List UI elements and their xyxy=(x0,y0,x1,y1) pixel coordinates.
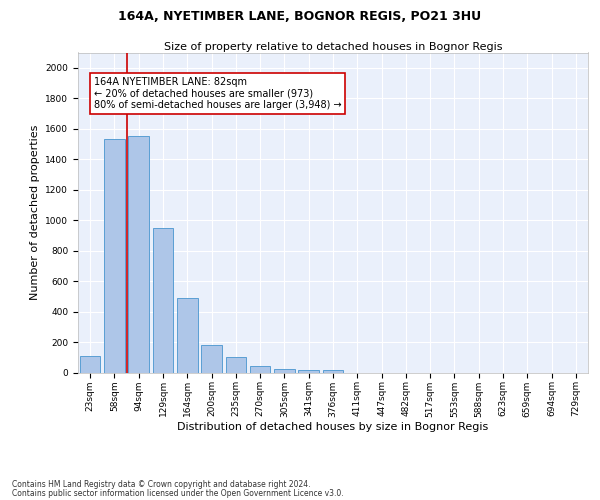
Text: 164A NYETIMBER LANE: 82sqm
← 20% of detached houses are smaller (973)
80% of sem: 164A NYETIMBER LANE: 82sqm ← 20% of deta… xyxy=(94,77,341,110)
Bar xyxy=(323,370,343,372)
Bar xyxy=(298,370,319,372)
Text: Contains HM Land Registry data © Crown copyright and database right 2024.: Contains HM Land Registry data © Crown c… xyxy=(12,480,311,489)
Bar xyxy=(250,366,271,372)
Text: 164A, NYETIMBER LANE, BOGNOR REGIS, PO21 3HU: 164A, NYETIMBER LANE, BOGNOR REGIS, PO21… xyxy=(118,10,482,23)
Text: Contains public sector information licensed under the Open Government Licence v3: Contains public sector information licen… xyxy=(12,488,344,498)
Bar xyxy=(177,298,197,372)
Bar xyxy=(274,368,295,372)
Bar xyxy=(226,358,246,372)
Bar xyxy=(104,140,125,372)
Bar xyxy=(201,345,222,372)
X-axis label: Distribution of detached houses by size in Bognor Regis: Distribution of detached houses by size … xyxy=(178,422,488,432)
Title: Size of property relative to detached houses in Bognor Regis: Size of property relative to detached ho… xyxy=(164,42,502,51)
Y-axis label: Number of detached properties: Number of detached properties xyxy=(30,125,40,300)
Bar xyxy=(80,356,100,372)
Bar xyxy=(128,136,149,372)
Bar xyxy=(152,228,173,372)
